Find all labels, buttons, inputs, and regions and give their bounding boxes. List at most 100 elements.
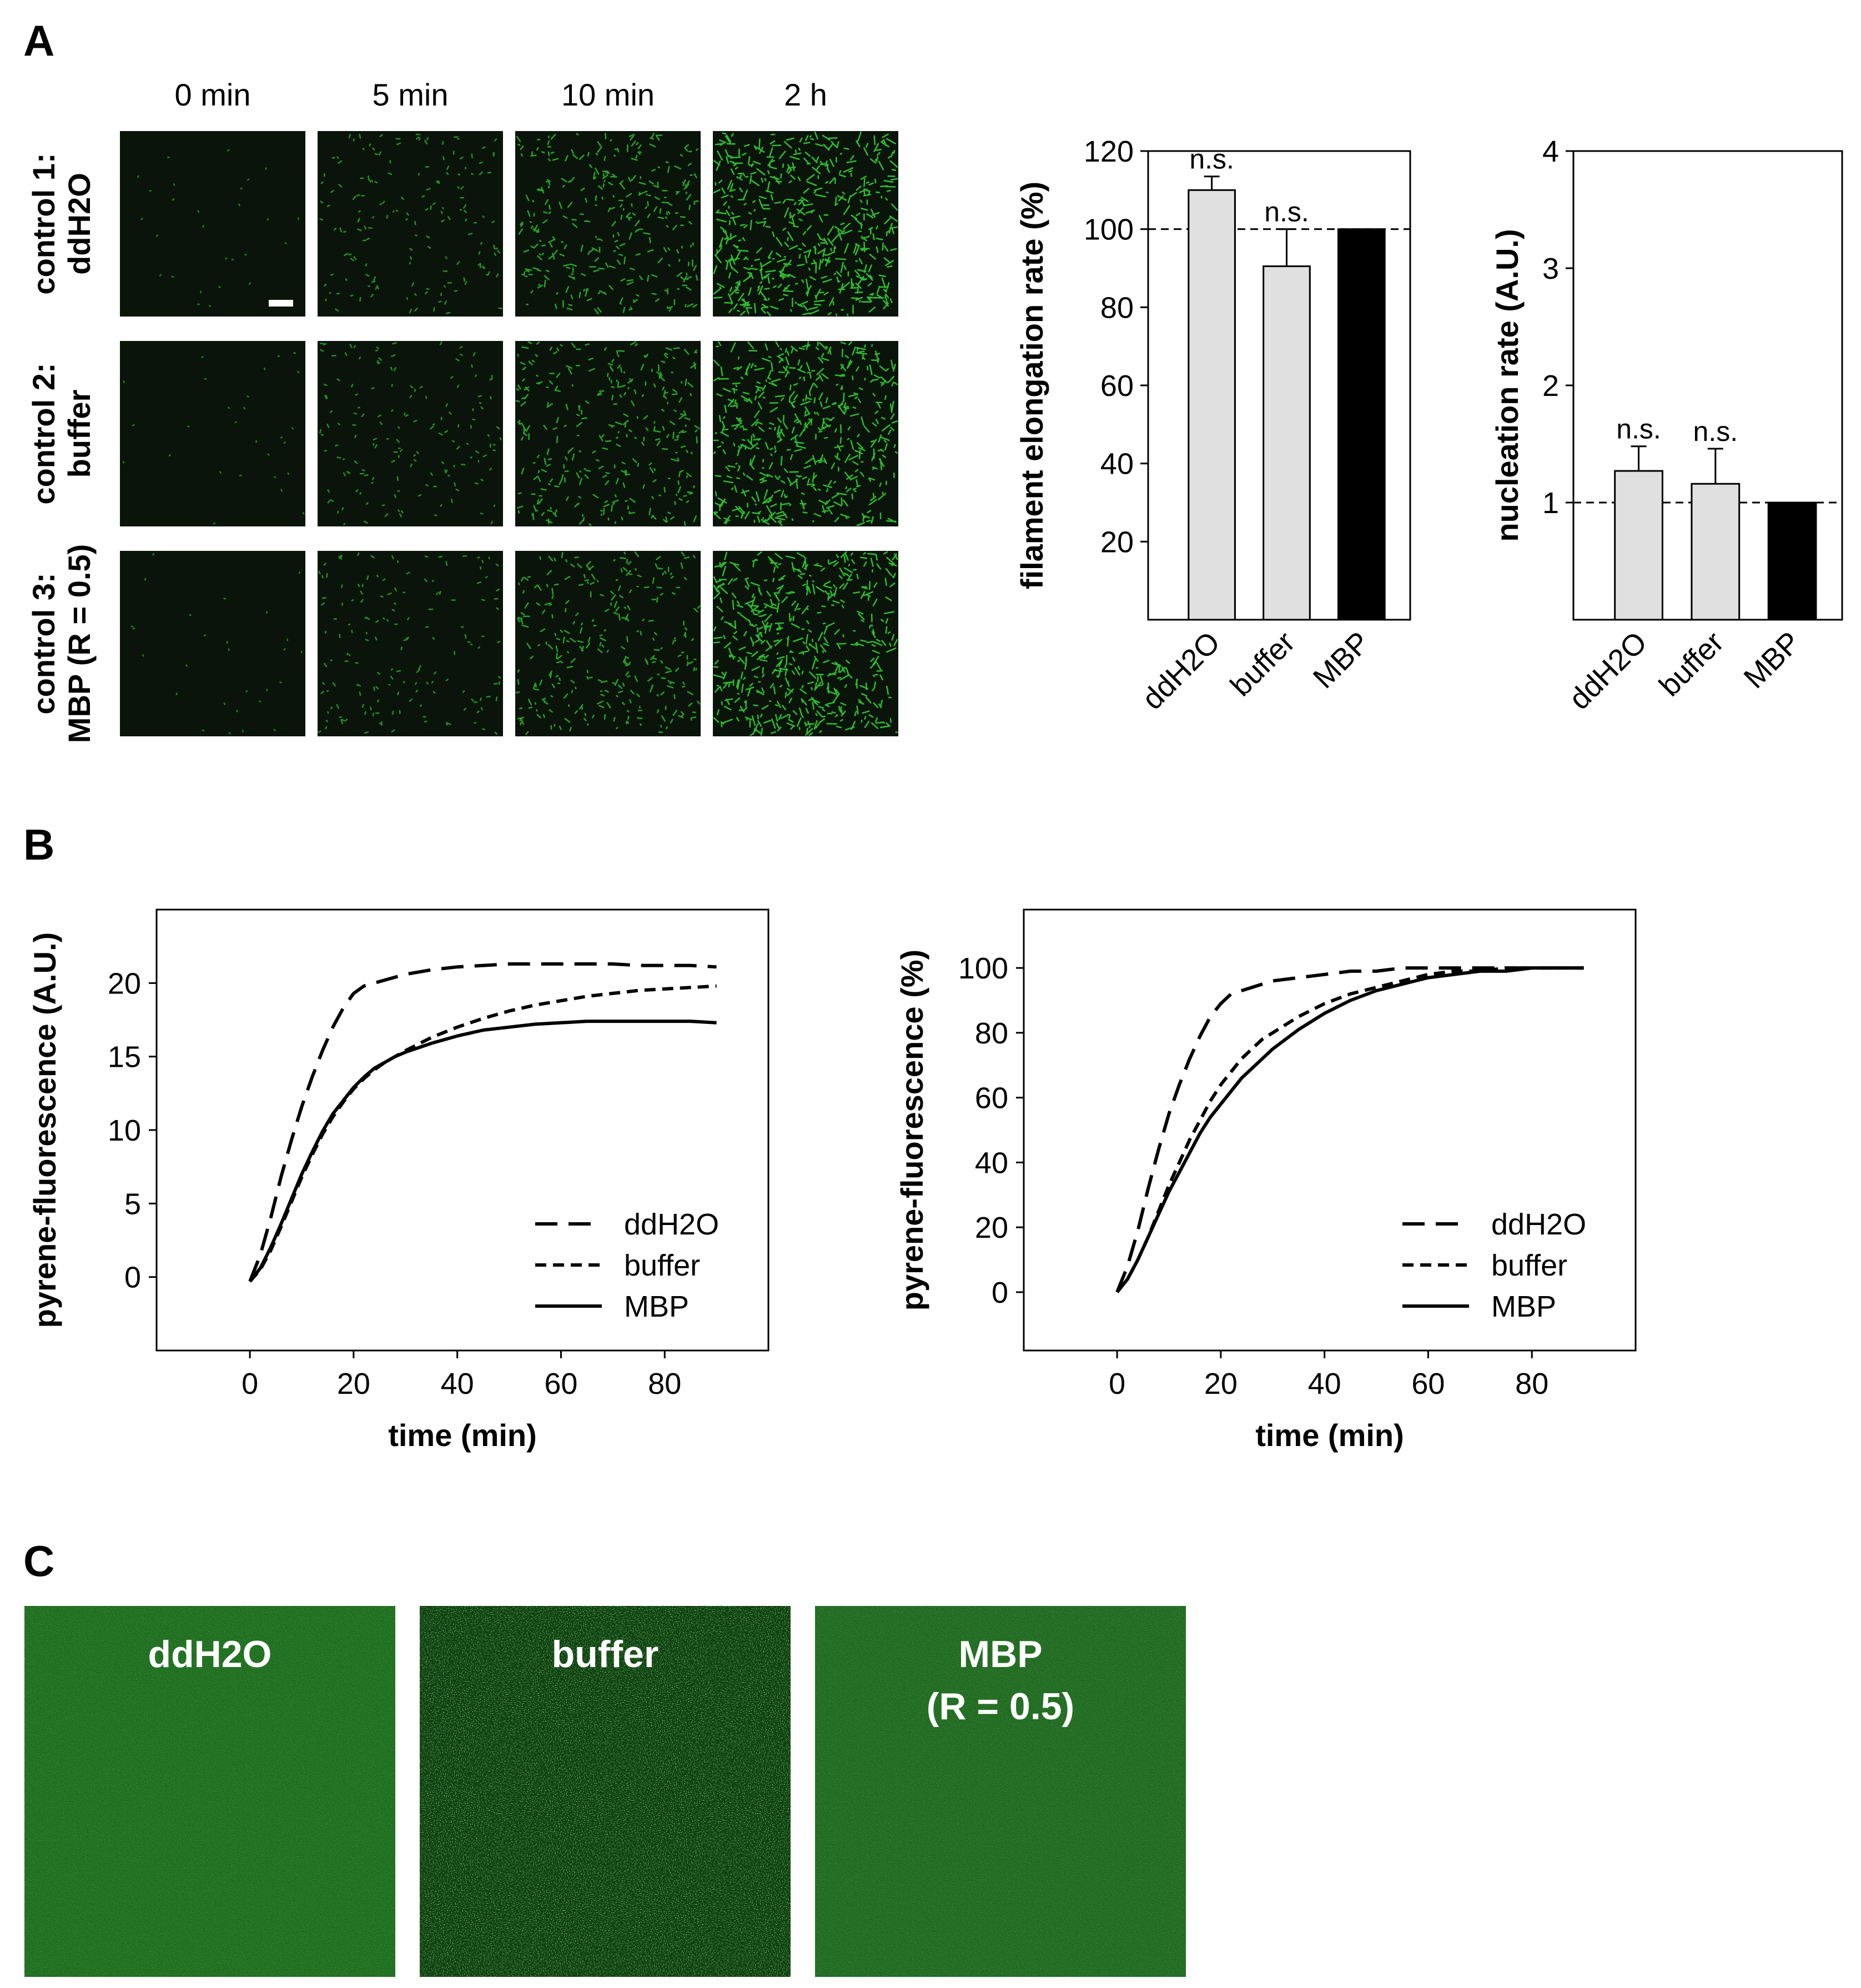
microscopy-image <box>318 131 503 317</box>
series-line-ddH2O <box>248 962 717 1282</box>
time-label: 5 min <box>373 77 449 112</box>
microscopy-image <box>318 551 503 736</box>
image-caption: ddH2O <box>148 1633 272 1675</box>
x-tick-label: 80 <box>648 1367 681 1400</box>
category-label: MBP <box>1307 625 1376 695</box>
x-axis-label: time (min) <box>388 1418 537 1453</box>
image-caption: buffer <box>552 1633 659 1675</box>
panel-c-image: ddH2O <box>24 1606 395 1977</box>
category-label: buffer <box>1653 625 1730 702</box>
series-line-buffer <box>1115 966 1584 1293</box>
image-caption-line2: (R = 0.5) <box>927 1685 1074 1728</box>
y-tick-label: 0 <box>124 1261 141 1294</box>
microscopy-image <box>515 551 701 736</box>
category-label: buffer <box>1224 625 1301 702</box>
y-tick-label: 1 <box>1542 486 1559 520</box>
nucleation-bar-chart: 1 2 3 4 n.s. ddH2O n.s. buffer MBP nucleation rat… <box>1490 135 1843 716</box>
fluorescence-au-chart: 0 20 40 60 80 0 5 10 15 20 ddH2O buffer MBP time (min… <box>27 908 769 1453</box>
y-tick-label: 40 <box>1100 448 1134 481</box>
microscopy-image <box>713 551 898 736</box>
x-tick-label: 20 <box>1204 1367 1238 1400</box>
y-axis-label: filament elongation rate (%) <box>1014 182 1049 589</box>
bar <box>1263 265 1311 621</box>
panel-c-image: buffer <box>420 1606 791 1977</box>
y-tick-label: 20 <box>975 1211 1008 1244</box>
y-tick-label: 20 <box>1100 525 1134 559</box>
y-tick-label: 80 <box>1100 291 1134 324</box>
legend-label: MBP <box>1491 1290 1556 1323</box>
bar <box>1337 228 1386 621</box>
microscopy-image <box>713 131 898 317</box>
y-tick-label: 20 <box>108 967 141 1000</box>
category-label: ddH2O <box>1563 625 1653 716</box>
image-caption: MBP <box>958 1633 1042 1675</box>
category-label: ddH2O <box>1136 625 1226 716</box>
y-tick-label: 100 <box>958 952 1008 985</box>
y-tick-label: 60 <box>1100 369 1134 403</box>
x-tick-label: 20 <box>337 1367 370 1400</box>
series-line-MBP <box>248 1020 717 1283</box>
significance-label: n.s. <box>1616 414 1661 445</box>
panel-c-image: MBP (R = 0.5) <box>815 1606 1186 1977</box>
microscopy-grid: 0 min 5 min 10 min 2 h control 1:ddH2O contro… <box>26 77 898 743</box>
y-tick-label: 60 <box>975 1082 1008 1115</box>
panel-letter-a: A <box>23 16 54 65</box>
time-label: 2 h <box>784 77 827 112</box>
y-tick-label: 2 <box>1542 369 1559 403</box>
bar <box>1614 470 1663 621</box>
x-tick-label: 0 <box>242 1367 258 1400</box>
y-axis-label: pyrene-fluorescence (A.U.) <box>27 932 62 1328</box>
y-tick-label: 0 <box>992 1276 1008 1309</box>
y-tick-label: 80 <box>975 1017 1008 1050</box>
x-tick-label: 40 <box>1308 1367 1341 1400</box>
microscopy-image <box>120 551 305 736</box>
significance-label: n.s. <box>1693 416 1738 447</box>
plot-frame <box>1023 908 1637 1352</box>
elongation-bar-chart: 20 40 60 80 100 120 n.s. ddH2O n.s. buffer MBP fila… <box>1014 135 1411 716</box>
legend-label: ddH2O <box>1491 1208 1586 1241</box>
panel-letter-c: C <box>23 1537 54 1585</box>
significance-label: n.s. <box>1264 197 1309 228</box>
y-tick-label: 40 <box>975 1146 1008 1179</box>
x-axis-label: time (min) <box>1255 1418 1404 1453</box>
time-label: 0 min <box>175 77 251 112</box>
y-tick-label: 100 <box>1084 213 1134 247</box>
panel-c-images: ddH2O buffer MBP (R = 0.5) <box>24 1606 1186 1977</box>
legend-label: buffer <box>1491 1249 1567 1282</box>
row-label: control 1:ddH2O <box>26 153 97 294</box>
bar <box>1188 189 1236 621</box>
category-label: MBP <box>1737 625 1807 695</box>
microscopy-image <box>318 341 503 526</box>
y-tick-label: 120 <box>1084 135 1134 168</box>
y-tick-label: 10 <box>108 1114 141 1147</box>
y-tick-label: 15 <box>108 1041 141 1074</box>
microscopy-image <box>120 131 305 317</box>
x-tick-label: 40 <box>441 1367 474 1400</box>
panel-letter-b: B <box>23 820 54 869</box>
series-line-ddH2O <box>1115 966 1584 1293</box>
legend-label: MBP <box>624 1290 689 1323</box>
y-tick-label: 3 <box>1542 252 1559 285</box>
time-label: 10 min <box>561 77 655 112</box>
plot-frame <box>155 908 769 1352</box>
series-line-MBP <box>1115 966 1584 1293</box>
y-axis-label: nucleation rate (A.U.) <box>1490 229 1525 541</box>
bar <box>1767 501 1817 621</box>
microscopy-image <box>515 341 701 526</box>
microscopy-image <box>515 131 701 317</box>
significance-label: n.s. <box>1189 144 1234 175</box>
row-label: control 3:MBP (R = 0.5) <box>26 544 97 743</box>
row-label: control 2:buffer <box>26 363 97 504</box>
x-tick-label: 80 <box>1515 1367 1548 1400</box>
bar <box>1691 483 1741 621</box>
y-tick-label: 4 <box>1542 135 1559 168</box>
y-tick-label: 5 <box>124 1187 141 1221</box>
x-tick-label: 60 <box>544 1367 577 1400</box>
x-tick-label: 0 <box>1109 1367 1125 1400</box>
fluorescence-percent-chart: 0 20 40 60 80 0 20 40 60 80 100 ddH2O buffer MBP time … <box>894 908 1637 1453</box>
x-tick-label: 60 <box>1411 1367 1445 1400</box>
microscopy-image <box>713 341 898 526</box>
y-axis-label: pyrene-fluorescence (%) <box>894 950 929 1311</box>
legend-label: ddH2O <box>624 1208 719 1241</box>
